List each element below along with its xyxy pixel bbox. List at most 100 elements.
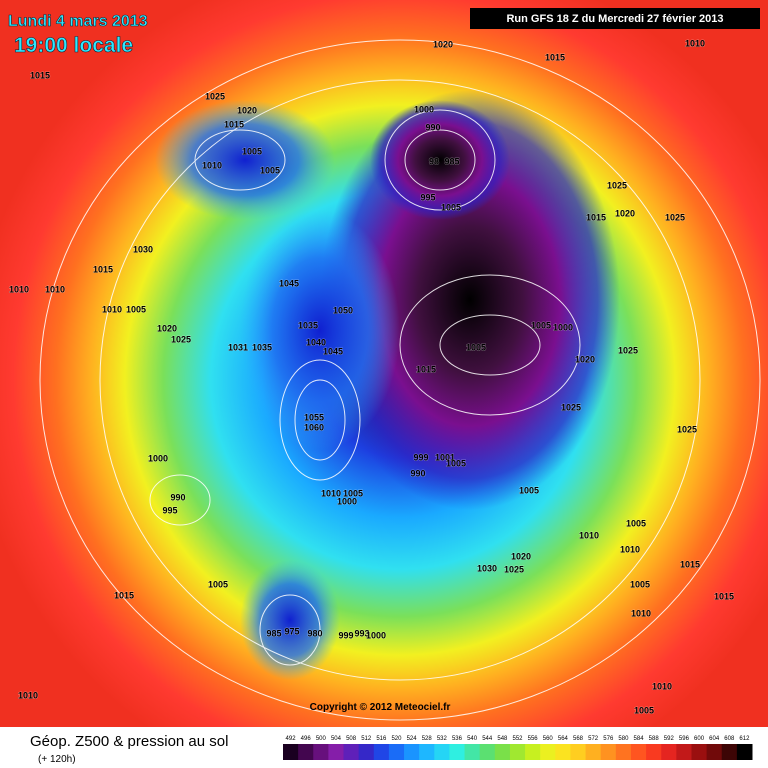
colorbar-label: 508 — [346, 736, 357, 742]
pressure-label: 1005 — [630, 579, 650, 589]
colorbar-label: 588 — [649, 736, 660, 742]
colorbar-label: 608 — [724, 736, 735, 742]
pressure-label: 1045 — [279, 278, 299, 288]
pressure-label: 995 — [420, 192, 435, 202]
pressure-label: 1000 — [553, 322, 573, 332]
pressure-label: 1010 — [102, 304, 122, 314]
pressure-label: 1020 — [511, 551, 531, 561]
pressure-label: 980 — [307, 628, 322, 638]
pressure-label: 1015 — [416, 364, 436, 374]
pressure-label: 990 — [170, 492, 185, 502]
pressure-label: 1015 — [680, 559, 700, 569]
colorbar-label: 580 — [618, 736, 629, 742]
colorbar-swatch — [661, 744, 677, 760]
pressure-label: 1010 — [579, 530, 599, 540]
pressure-label: 1000 — [337, 496, 357, 506]
colorbar-label: 572 — [588, 736, 599, 742]
pressure-label: 1025 — [618, 345, 638, 355]
pressure-label: 1005 — [126, 304, 146, 314]
pressure-label: 1010 — [202, 160, 222, 170]
pressure-label: 1010 — [45, 284, 65, 294]
colorbar-swatch — [570, 744, 587, 760]
colorbar-label: 604 — [709, 736, 720, 742]
pressure-label: 1010 — [620, 544, 640, 554]
low — [370, 100, 510, 220]
colorbar-swatch — [721, 744, 738, 760]
pressure-label: 1000 — [366, 630, 386, 640]
pressure-label: 993 — [354, 628, 369, 638]
pressure-label: 1015 — [224, 119, 244, 129]
pressure-label: 1015 — [114, 590, 134, 600]
pressure-label: 999 — [338, 630, 353, 640]
colorbar-label: 516 — [376, 736, 387, 742]
pressure-label: 1050 — [333, 305, 353, 315]
colorbar-swatch — [298, 744, 314, 760]
pressure-label: 1025 — [677, 424, 697, 434]
colorbar-swatch — [706, 744, 723, 760]
low — [155, 100, 335, 220]
pressure-label: 1060 — [304, 422, 324, 432]
colorbar-label: 596 — [679, 736, 690, 742]
pressure-label: 1015 — [714, 591, 734, 601]
colorbar-label: 504 — [331, 736, 342, 742]
colorbar-label: 612 — [739, 736, 750, 742]
colorbar-swatch — [540, 744, 556, 760]
low — [240, 210, 400, 450]
pressure-label: 1020 — [237, 105, 257, 115]
date: Lundi 4 mars 2013 — [8, 13, 148, 30]
pressure-label: 1025 — [205, 91, 225, 101]
pressure-label: 995 — [162, 505, 177, 515]
pressure-label: 985 — [266, 628, 281, 638]
colorbar-label: 492 — [286, 736, 297, 742]
pressure-label: 1005 — [242, 146, 262, 156]
copyright: Copyright © 2012 Meteociel.fr — [310, 702, 451, 713]
pressure-label: 1025 — [607, 180, 627, 190]
colorbar-label: 592 — [664, 736, 675, 742]
colorbar-swatch — [736, 744, 753, 760]
colorbar-swatch — [434, 744, 450, 760]
colorbar-swatch — [615, 744, 632, 760]
pressure-label: 1035 — [252, 342, 272, 352]
footer-title: Géop. Z500 & pression au sol — [30, 733, 228, 750]
pressure-label: 1010 — [631, 608, 651, 618]
colorbar-label: 528 — [422, 736, 433, 742]
pressure-label: 1005 — [343, 488, 363, 498]
colorbar-label: 544 — [482, 736, 493, 742]
pressure-label: 990 — [410, 468, 425, 478]
colorbar-label: 524 — [407, 736, 418, 742]
colorbar-swatch — [691, 744, 708, 760]
time: 19:00 locale — [14, 34, 133, 57]
pressure-label: 1005 — [260, 165, 280, 175]
colorbar-swatch — [676, 744, 692, 760]
pressure-label: 1025 — [171, 334, 191, 344]
lead-time: (+ 120h) — [38, 754, 76, 765]
pressure-label: 1031 — [228, 342, 248, 352]
pressure-label: 1030 — [477, 563, 497, 573]
pressure-label: 1005 — [519, 485, 539, 495]
pressure-label: 975 — [284, 626, 299, 636]
colorbar-swatch — [646, 744, 662, 760]
colorbar-swatch — [313, 744, 329, 760]
colorbar-label: 600 — [694, 736, 705, 742]
pressure-label: 1025 — [504, 564, 524, 574]
colorbar-label: 560 — [543, 736, 554, 742]
pressure-label: 1005 — [441, 202, 461, 212]
low — [240, 560, 340, 680]
pressure-label: 1015 — [545, 52, 565, 62]
colorbar-label: 552 — [512, 736, 523, 742]
pressure-label: 1005 — [446, 458, 466, 468]
colorbar-swatch — [464, 744, 481, 760]
colorbar-swatch — [404, 744, 420, 760]
colorbar-label: 520 — [391, 736, 402, 742]
pressure-label: 1005 — [634, 705, 654, 715]
colorbar-swatch — [358, 744, 375, 760]
colorbar-swatch — [585, 744, 602, 760]
colorbar-label: 584 — [634, 736, 645, 742]
pressure-label: 1020 — [575, 354, 595, 364]
colorbar-label: 540 — [467, 736, 478, 742]
colorbar-label: 548 — [497, 736, 508, 742]
colorbar-label: 536 — [452, 736, 463, 742]
pressure-label: 1040 — [306, 337, 326, 347]
